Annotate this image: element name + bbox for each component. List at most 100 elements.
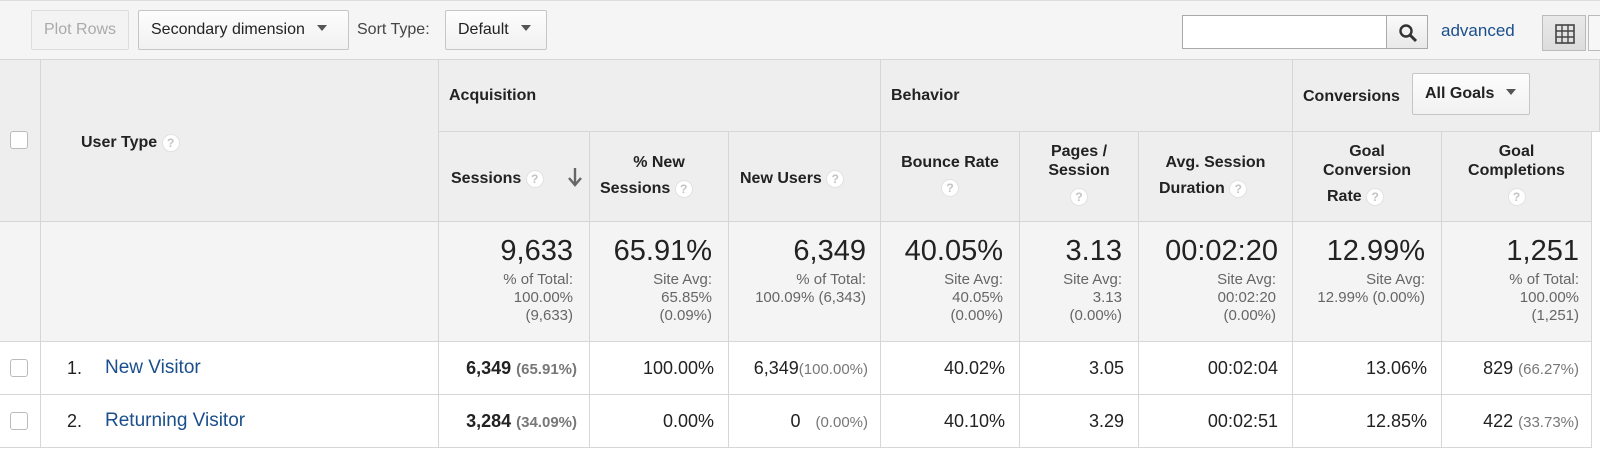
conversions-label: Conversions <box>1303 88 1400 105</box>
totals-avg-session-duration-value: 00:02:20 <box>1165 235 1278 267</box>
row-bounce-rate: 40.02% <box>881 342 1020 395</box>
row-goal-completions: 422 (33.73%) <box>1442 395 1592 448</box>
help-icon[interactable]: ? <box>1070 188 1088 206</box>
goal-conversion-rate-label-line1: Goal <box>1349 143 1385 160</box>
totals-goal-completions-sub-pct: 100.00% <box>1519 289 1579 306</box>
row-pages-session-value: 3.05 <box>1088 358 1124 378</box>
sort-type-dropdown[interactable]: Default <box>445 10 547 50</box>
goals-dropdown[interactable]: All Goals <box>1412 73 1530 115</box>
totals-goal-completions: 1,251 % of Total: 100.00% (1,251) <box>1442 222 1592 342</box>
row-sessions: 6,349 (65.91%) <box>439 342 590 395</box>
totals-pages-session-sub-label: Site Avg: <box>1063 271 1122 288</box>
help-icon[interactable]: ? <box>1366 187 1385 206</box>
row-new-users-value: 6,349 <box>753 358 799 378</box>
totals-goal-completions-sub-label: % of Total: <box>1509 271 1579 288</box>
row-goal-conversion-rate-value: 13.06% <box>1365 358 1427 378</box>
user-type-link[interactable]: New Visitor <box>105 357 201 378</box>
advanced-filter-link[interactable]: advanced <box>1441 21 1515 40</box>
search-icon <box>1399 24 1418 43</box>
goal-conversion-rate-label-line2: Conversion <box>1322 162 1411 179</box>
row-avg-session-duration: 00:02:51 <box>1139 395 1293 448</box>
sort-descending-icon <box>568 168 582 187</box>
totals-avg-session-duration-sub-avg: 00:02:20 <box>1217 289 1276 306</box>
plot-rows-button[interactable]: Plot Rows <box>31 10 130 50</box>
row-sessions-value: 3,284 <box>466 411 512 431</box>
row-goal-conversion-rate: 12.85% <box>1293 395 1442 448</box>
help-icon[interactable]: ? <box>941 179 959 197</box>
row-bounce-rate-value: 40.02% <box>943 358 1005 378</box>
behavior-group-header: Behavior <box>881 60 1293 132</box>
select-all-checkbox[interactable] <box>10 131 28 149</box>
totals-dimension-cell <box>41 222 439 342</box>
row-goal-completions-value: 422 <box>1483 411 1514 431</box>
user-type-header[interactable]: User Type ? <box>41 60 439 222</box>
help-icon[interactable]: ? <box>525 169 544 188</box>
help-icon[interactable]: ? <box>1229 179 1248 198</box>
totals-sessions: 9,633 % of Total: 100.00% (9,633) <box>439 222 590 342</box>
help-icon[interactable]: ? <box>826 169 845 188</box>
secondary-dimension-dropdown[interactable]: Secondary dimension <box>138 10 349 50</box>
row-checkbox[interactable] <box>10 359 28 377</box>
help-icon[interactable]: ? <box>1507 188 1526 206</box>
totals-bounce-rate-sub-avg: 40.05% <box>952 289 1003 306</box>
row-avg-session-duration-value: 00:02:51 <box>1207 411 1278 431</box>
help-icon[interactable]: ? <box>674 179 693 198</box>
totals-pct-new-sessions-value: 65.91% <box>613 235 712 267</box>
goal-completions-header[interactable]: Goal Completions ? <box>1442 132 1592 222</box>
pages-session-label-line1: Pages / <box>1050 143 1108 160</box>
row-checkbox[interactable] <box>10 412 28 430</box>
row-number: 2. <box>67 411 83 431</box>
row-sessions-pct: (34.09%) <box>516 414 577 431</box>
pct-new-sessions-label-line1: % New <box>633 154 685 171</box>
table-search-input[interactable] <box>1182 15 1387 49</box>
row-dimension-cell: 2. Returning Visitor <box>41 395 439 448</box>
row-bounce-rate-value: 40.10% <box>943 411 1005 431</box>
help-icon[interactable]: ? <box>161 133 180 152</box>
select-all-header <box>0 60 41 222</box>
row-avg-session-duration-value: 00:02:04 <box>1207 358 1278 378</box>
row-bounce-rate: 40.10% <box>881 395 1020 448</box>
row-sessions-pct: (65.91%) <box>516 361 577 378</box>
row-sessions: 3,284 (34.09%) <box>439 395 590 448</box>
row-new-users: 6,349(100.00%) <box>729 342 881 395</box>
pages-session-header[interactable]: Pages / Session ? <box>1020 132 1139 222</box>
row-dimension-cell: 1. New Visitor <box>41 342 439 395</box>
totals-new-users-sub-label: % of Total: <box>796 271 866 288</box>
totals-goal-completions-value: 1,251 <box>1506 235 1579 267</box>
row-goal-completions-pct: (33.73%) <box>1518 414 1579 431</box>
sessions-header[interactable]: Sessions ? <box>439 132 590 222</box>
pct-new-sessions-header[interactable]: % New Sessions ? <box>590 132 729 222</box>
acquisition-group-header: Acquisition <box>439 60 881 132</box>
row-sessions-value: 6,349 <box>466 358 512 378</box>
bounce-rate-header[interactable]: Bounce Rate ? <box>881 132 1020 222</box>
row-number: 1. <box>67 358 83 378</box>
row-avg-session-duration: 00:02:04 <box>1139 342 1293 395</box>
row-pct-new-sessions: 100.00% <box>590 342 729 395</box>
new-users-header[interactable]: New Users ? <box>729 132 881 222</box>
totals-bounce-rate: 40.05% Site Avg: 40.05% (0.00%) <box>881 222 1020 342</box>
pie-view-button[interactable] <box>1588 15 1600 51</box>
chevron-down-icon <box>316 24 327 31</box>
totals-goal-conversion-rate: 12.99% Site Avg: 12.99% (0.00%) <box>1293 222 1442 342</box>
avg-session-duration-label-line2: Duration <box>1159 180 1225 197</box>
totals-sessions-sub-count: (9,633) <box>525 307 573 324</box>
row-new-users-value: 0 <box>790 411 801 431</box>
report-toolbar: Plot Rows Secondary dimension Sort Type:… <box>0 0 1600 60</box>
avg-session-duration-header[interactable]: Avg. Session Duration ? <box>1139 132 1293 222</box>
row-pages-session: 3.29 <box>1020 395 1139 448</box>
totals-sessions-sub-label: % of Total: <box>503 271 573 288</box>
totals-checkbox-cell <box>0 222 41 342</box>
row-new-users: 0 (0.00%) <box>729 395 881 448</box>
totals-pages-session: 3.13 Site Avg: 3.13 (0.00%) <box>1020 222 1139 342</box>
totals-pct-new-sessions-sub-label: Site Avg: <box>653 271 712 288</box>
goal-conversion-rate-header[interactable]: Goal Conversion Rate ? <box>1293 132 1442 222</box>
bounce-rate-header-label: Bounce Rate <box>901 154 999 171</box>
search-button[interactable] <box>1386 15 1428 49</box>
grid-icon <box>1555 24 1575 44</box>
totals-pct-new-sessions-sub-avg: 65.85% <box>661 289 712 306</box>
sort-type-label: Sort Type: <box>357 21 430 38</box>
table-view-button[interactable] <box>1542 15 1586 51</box>
goal-conversion-rate-label-line3: Rate <box>1327 188 1362 205</box>
user-type-link[interactable]: Returning Visitor <box>105 410 246 431</box>
totals-avg-session-duration-sub-delta: (0.00%) <box>1223 307 1276 324</box>
